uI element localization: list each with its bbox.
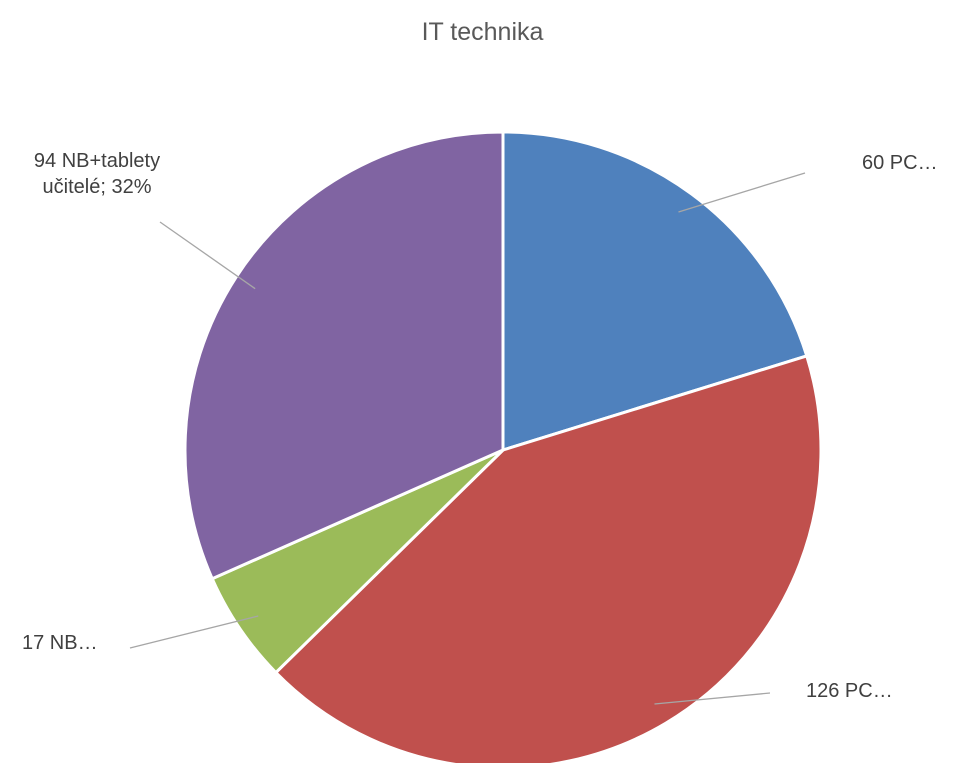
- leader-line: [159, 221, 256, 290]
- pie-slice: [501, 130, 809, 453]
- data-label: 60 PC…: [862, 152, 938, 174]
- pie-slice: [273, 354, 823, 763]
- pie-slice: [183, 130, 505, 581]
- data-label: 126 PC…: [806, 680, 893, 702]
- data-label: 94 NB+tablety učitelé; 32%: [33, 150, 161, 198]
- chart-title: IT technika: [421, 18, 544, 46]
- leader-line: [654, 692, 771, 705]
- leader-line: [678, 172, 806, 213]
- leader-line: [129, 615, 259, 649]
- data-label: 17 NB…: [22, 632, 98, 654]
